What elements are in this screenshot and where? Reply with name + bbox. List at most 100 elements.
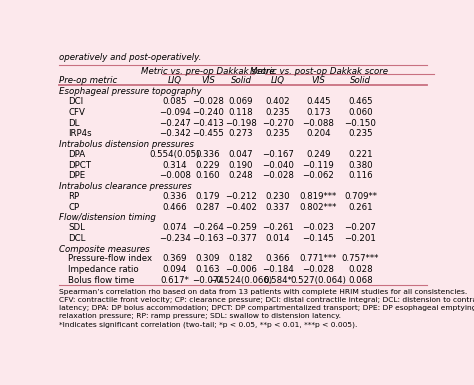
Text: 0.160: 0.160 bbox=[196, 171, 220, 181]
Text: −0.455: −0.455 bbox=[192, 129, 224, 138]
Text: *Indicates significant correlation (two-tail; *p < 0.05, **p < 0.01, ***p < 0.00: *Indicates significant correlation (two-… bbox=[59, 321, 357, 328]
Text: 0.204: 0.204 bbox=[306, 129, 330, 138]
Text: 0.466: 0.466 bbox=[163, 203, 187, 211]
Text: 0.248: 0.248 bbox=[229, 171, 254, 181]
Text: 0.060: 0.060 bbox=[348, 108, 373, 117]
Text: DCI: DCI bbox=[68, 97, 83, 106]
Text: 0.182: 0.182 bbox=[229, 254, 254, 263]
Text: IRP4s: IRP4s bbox=[68, 129, 92, 138]
Text: Composite measures: Composite measures bbox=[59, 244, 150, 253]
Text: Pressure-flow index: Pressure-flow index bbox=[68, 254, 153, 263]
Text: Intrabolus clearance pressures: Intrabolus clearance pressures bbox=[59, 182, 192, 191]
Text: −0.212: −0.212 bbox=[225, 192, 257, 201]
Text: CP: CP bbox=[68, 203, 80, 211]
Text: 0.028: 0.028 bbox=[348, 265, 373, 274]
Text: operatively and post-operatively.: operatively and post-operatively. bbox=[59, 53, 201, 62]
Text: 0.047: 0.047 bbox=[229, 150, 254, 159]
Text: LIQ: LIQ bbox=[168, 76, 182, 85]
Text: CFV: CFV bbox=[68, 108, 85, 117]
Text: Intrabolus distension pressures: Intrabolus distension pressures bbox=[59, 140, 194, 149]
Text: 0.074: 0.074 bbox=[163, 223, 187, 232]
Text: 0.235: 0.235 bbox=[265, 129, 290, 138]
Text: 0.369: 0.369 bbox=[163, 254, 187, 263]
Text: 0.584*: 0.584* bbox=[264, 276, 292, 285]
Text: 0.094: 0.094 bbox=[163, 265, 187, 274]
Text: 0.273: 0.273 bbox=[229, 129, 254, 138]
Text: −0.184: −0.184 bbox=[262, 265, 294, 274]
Text: Spearman’s correlation rho based on data from 13 patients with complete HRIM stu: Spearman’s correlation rho based on data… bbox=[59, 290, 467, 295]
Text: Pre-op metric: Pre-op metric bbox=[59, 76, 118, 85]
Text: 0.014: 0.014 bbox=[265, 234, 290, 243]
Text: LIQ: LIQ bbox=[271, 76, 285, 85]
Text: 0.380: 0.380 bbox=[348, 161, 373, 169]
Text: −0.119: −0.119 bbox=[302, 161, 334, 169]
Text: SDL: SDL bbox=[68, 223, 85, 232]
Text: 0.235: 0.235 bbox=[348, 129, 373, 138]
Text: 0.617*: 0.617* bbox=[161, 276, 190, 285]
Text: 0.230: 0.230 bbox=[265, 192, 290, 201]
Text: −0.040: −0.040 bbox=[262, 161, 294, 169]
Text: Bolus flow time: Bolus flow time bbox=[68, 276, 135, 285]
Text: −0.201: −0.201 bbox=[345, 234, 376, 243]
Text: −0.247: −0.247 bbox=[159, 119, 191, 127]
Text: −0.006: −0.006 bbox=[225, 265, 257, 274]
Text: 0.179: 0.179 bbox=[196, 192, 220, 201]
Text: −0.377: −0.377 bbox=[225, 234, 257, 243]
Text: Esophageal pressure topography: Esophageal pressure topography bbox=[59, 87, 202, 96]
Text: 0.261: 0.261 bbox=[348, 203, 373, 211]
Text: −0.008: −0.008 bbox=[159, 171, 191, 181]
Text: 0.314: 0.314 bbox=[163, 161, 187, 169]
Text: 0.445: 0.445 bbox=[306, 97, 330, 106]
Text: 0.465: 0.465 bbox=[348, 97, 373, 106]
Text: 0.190: 0.190 bbox=[229, 161, 253, 169]
Text: CFV: contractile front velocity; CP: clearance pressure; DCI: distal contractile: CFV: contractile front velocity; CP: cle… bbox=[59, 298, 474, 303]
Text: −0.402: −0.402 bbox=[225, 203, 257, 211]
Text: 0.771***: 0.771*** bbox=[300, 254, 337, 263]
Text: −0.524(0.066): −0.524(0.066) bbox=[210, 276, 273, 285]
Text: 0.757***: 0.757*** bbox=[342, 254, 379, 263]
Text: −0.028: −0.028 bbox=[192, 97, 224, 106]
Text: VIS: VIS bbox=[201, 76, 215, 85]
Text: 0.085: 0.085 bbox=[163, 97, 187, 106]
Text: −0.234: −0.234 bbox=[159, 234, 191, 243]
Text: RP: RP bbox=[68, 192, 80, 201]
Text: −0.261: −0.261 bbox=[262, 223, 294, 232]
Text: 0.229: 0.229 bbox=[196, 161, 220, 169]
Text: 0.116: 0.116 bbox=[348, 171, 373, 181]
Text: 0.068: 0.068 bbox=[348, 276, 373, 285]
Text: 0.554(0.05): 0.554(0.05) bbox=[150, 150, 200, 159]
Text: −0.028: −0.028 bbox=[262, 171, 294, 181]
Text: 0.163: 0.163 bbox=[196, 265, 220, 274]
Text: DPA: DPA bbox=[68, 150, 86, 159]
Text: −0.270: −0.270 bbox=[262, 119, 294, 127]
Text: 0.336: 0.336 bbox=[163, 192, 187, 201]
Text: −0.240: −0.240 bbox=[192, 108, 224, 117]
Text: latency; DPA: DP bolus accommodation; DPCT: DP compartmentalized transport; DPE:: latency; DPA: DP bolus accommodation; DP… bbox=[59, 305, 474, 311]
Text: DPE: DPE bbox=[68, 171, 86, 181]
Text: DPCT: DPCT bbox=[68, 161, 91, 169]
Text: −0.264: −0.264 bbox=[192, 223, 224, 232]
Text: −0.150: −0.150 bbox=[345, 119, 376, 127]
Text: DCL: DCL bbox=[68, 234, 86, 243]
Text: DL: DL bbox=[68, 119, 80, 127]
Text: 0.173: 0.173 bbox=[306, 108, 330, 117]
Text: −0.198: −0.198 bbox=[225, 119, 257, 127]
Text: −0.062: −0.062 bbox=[302, 171, 334, 181]
Text: 0.802***: 0.802*** bbox=[300, 203, 337, 211]
Text: 0.118: 0.118 bbox=[229, 108, 254, 117]
Text: Impedance ratio: Impedance ratio bbox=[68, 265, 139, 274]
Text: −0.342: −0.342 bbox=[159, 129, 191, 138]
Text: 0.235: 0.235 bbox=[265, 108, 290, 117]
Text: −0.094: −0.094 bbox=[159, 108, 191, 117]
Text: Flow/distension timing: Flow/distension timing bbox=[59, 213, 156, 223]
Text: −0.023: −0.023 bbox=[302, 223, 334, 232]
Text: 0.337: 0.337 bbox=[265, 203, 290, 211]
Text: 0.527(0.064): 0.527(0.064) bbox=[290, 276, 346, 285]
Text: 0.069: 0.069 bbox=[229, 97, 253, 106]
Text: Solid: Solid bbox=[350, 76, 371, 85]
Text: Metric vs. pre-op Dakkak score: Metric vs. pre-op Dakkak score bbox=[141, 67, 275, 76]
Text: 0.819***: 0.819*** bbox=[300, 192, 337, 201]
Text: −0.207: −0.207 bbox=[345, 223, 376, 232]
Text: 0.309: 0.309 bbox=[196, 254, 220, 263]
Text: −0.167: −0.167 bbox=[262, 150, 294, 159]
